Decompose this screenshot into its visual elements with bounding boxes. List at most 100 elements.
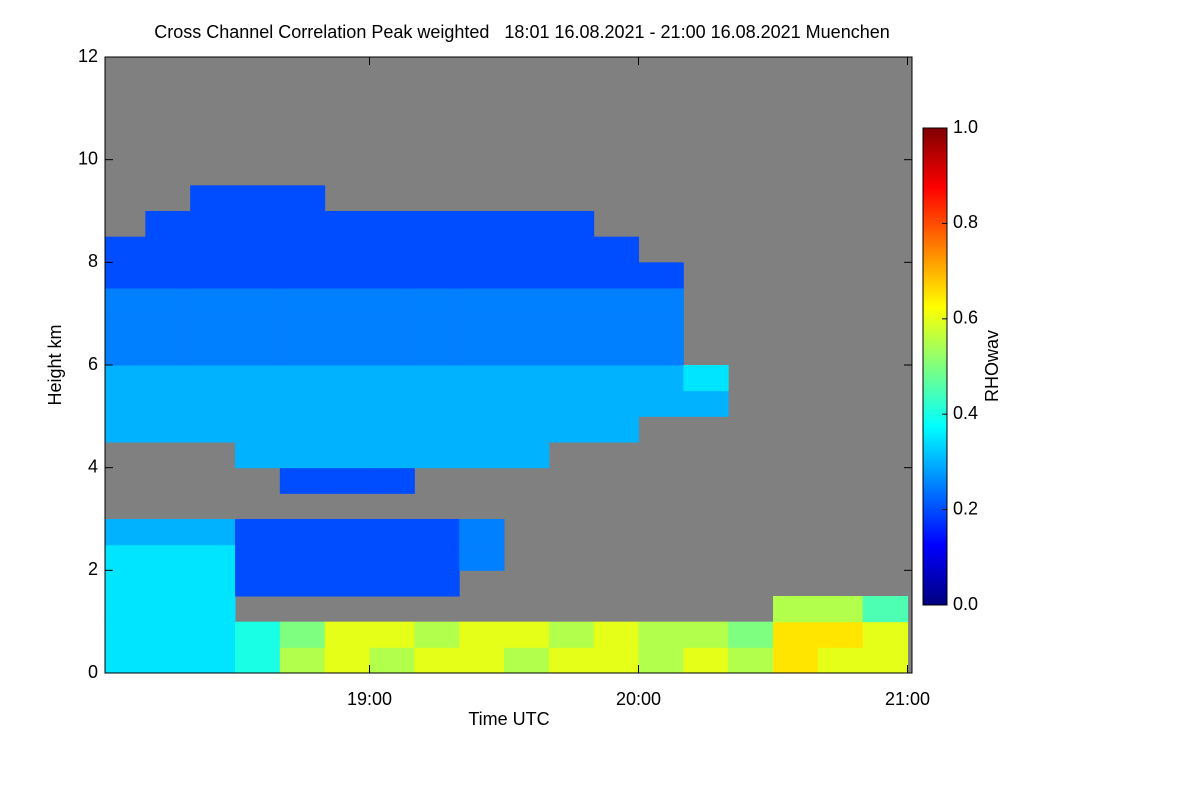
heatmap-cell bbox=[324, 621, 371, 648]
heatmap-cell bbox=[504, 416, 550, 443]
colorbar-label: RHOwav bbox=[982, 330, 1002, 402]
heatmap-cell bbox=[324, 390, 371, 417]
heatmap-cell bbox=[369, 570, 415, 597]
heatmap-cell bbox=[459, 621, 505, 648]
heatmap-cell bbox=[235, 416, 281, 443]
heatmap-cell bbox=[817, 647, 864, 673]
heatmap-cell bbox=[279, 365, 326, 392]
heatmap-cell bbox=[235, 544, 281, 571]
heatmap-cell bbox=[414, 288, 460, 315]
chart-title: Cross Channel Correlation Peak weighted … bbox=[154, 22, 890, 42]
heatmap-cell bbox=[145, 596, 191, 623]
heatmap-cell bbox=[548, 313, 595, 340]
heatmap-cell bbox=[369, 211, 415, 238]
heatmap-cell bbox=[414, 570, 460, 597]
heatmap-cell bbox=[324, 313, 371, 340]
heatmap-cell bbox=[459, 339, 505, 366]
heatmap-cell bbox=[145, 390, 191, 417]
heatmap-cell bbox=[862, 596, 909, 623]
heatmap-cell bbox=[190, 185, 236, 212]
colorbar-tick-label: 0.0 bbox=[953, 594, 978, 614]
heatmap-cell bbox=[638, 339, 684, 366]
y-tick-label: 12 bbox=[78, 46, 98, 66]
heatmap-cell bbox=[638, 288, 684, 315]
heatmap-cell bbox=[279, 236, 326, 263]
heatmap-cell bbox=[105, 390, 146, 417]
heatmap-cell bbox=[459, 544, 505, 571]
heatmap-cell bbox=[414, 544, 460, 571]
heatmap-cell bbox=[235, 288, 281, 315]
heatmap-cell bbox=[683, 365, 729, 392]
heatmap-cell bbox=[593, 313, 640, 340]
y-tick-label: 4 bbox=[88, 456, 98, 476]
colorbar-tick-label: 0.4 bbox=[953, 403, 978, 423]
heatmap-cell bbox=[190, 313, 236, 340]
heatmap-cell bbox=[548, 236, 595, 263]
heatmap-cell bbox=[105, 596, 146, 623]
heatmap-cell bbox=[369, 262, 415, 289]
heatmap-cell bbox=[235, 185, 281, 212]
heatmap-cell bbox=[548, 262, 595, 289]
heatmap-cell bbox=[279, 390, 326, 417]
heatmap-cell bbox=[324, 570, 371, 597]
heatmap-cell bbox=[414, 236, 460, 263]
heatmap-cell bbox=[728, 647, 774, 673]
heatmap-cell bbox=[638, 647, 684, 673]
heatmap-cell bbox=[190, 365, 236, 392]
heatmap-cell bbox=[369, 647, 415, 673]
heatmap-cell bbox=[593, 647, 640, 673]
heatmap-cell bbox=[414, 211, 460, 238]
heatmap-cell bbox=[190, 288, 236, 315]
heatmap-cell bbox=[190, 519, 236, 546]
heatmap-cell bbox=[279, 519, 326, 546]
heatmap-cell bbox=[105, 288, 146, 315]
heatmap-cell bbox=[414, 442, 460, 469]
heatmap-cell bbox=[459, 390, 505, 417]
heatmap-cell bbox=[414, 365, 460, 392]
y-axis-label: Height km bbox=[45, 324, 65, 405]
heatmap-cell bbox=[369, 390, 415, 417]
heatmap-cell bbox=[638, 390, 684, 417]
heatmap-cell bbox=[190, 236, 236, 263]
heatmap-cell bbox=[593, 262, 640, 289]
heatmap-cell bbox=[593, 390, 640, 417]
y-tick-label: 8 bbox=[88, 251, 98, 271]
heatmap-cell bbox=[459, 416, 505, 443]
heatmap-cell bbox=[235, 442, 281, 469]
heatmap-cell bbox=[414, 262, 460, 289]
heatmap-cell bbox=[638, 262, 684, 289]
heatmap-cell bbox=[593, 288, 640, 315]
heatmap-cell bbox=[414, 339, 460, 366]
heatmap-cell bbox=[459, 442, 505, 469]
heatmap-cell bbox=[145, 262, 191, 289]
heatmap-cell bbox=[190, 544, 236, 571]
heatmap-cell bbox=[414, 621, 460, 648]
heatmap-cell bbox=[324, 442, 371, 469]
x-tick-label: 20:00 bbox=[616, 689, 661, 709]
heatmap-cell bbox=[369, 339, 415, 366]
heatmap-cell bbox=[279, 185, 326, 212]
heatmap-cell bbox=[369, 288, 415, 315]
heatmap-cell bbox=[105, 339, 146, 366]
heatmap-cell bbox=[145, 570, 191, 597]
heatmap-cell bbox=[638, 621, 684, 648]
heatmap-cell bbox=[145, 236, 191, 263]
heatmap-cell bbox=[279, 544, 326, 571]
heatmap-cell bbox=[324, 544, 371, 571]
heatmap-cell bbox=[459, 262, 505, 289]
heatmap-cell bbox=[773, 647, 819, 673]
heatmap-cell bbox=[324, 339, 371, 366]
x-tick-label: 19:00 bbox=[347, 689, 392, 709]
heatmap-cell bbox=[369, 467, 415, 494]
heatmap-cells bbox=[105, 185, 909, 673]
heatmap-cell bbox=[190, 416, 236, 443]
heatmap-cell bbox=[190, 647, 236, 673]
heatmap-cell bbox=[324, 647, 371, 673]
heatmap-cell bbox=[235, 570, 281, 597]
heatmap-cell bbox=[459, 236, 505, 263]
heatmap-cell bbox=[548, 288, 595, 315]
heatmap-cell bbox=[369, 442, 415, 469]
heatmap-cell bbox=[279, 339, 326, 366]
heatmap-cell bbox=[235, 211, 281, 238]
heatmap-cell bbox=[414, 416, 460, 443]
